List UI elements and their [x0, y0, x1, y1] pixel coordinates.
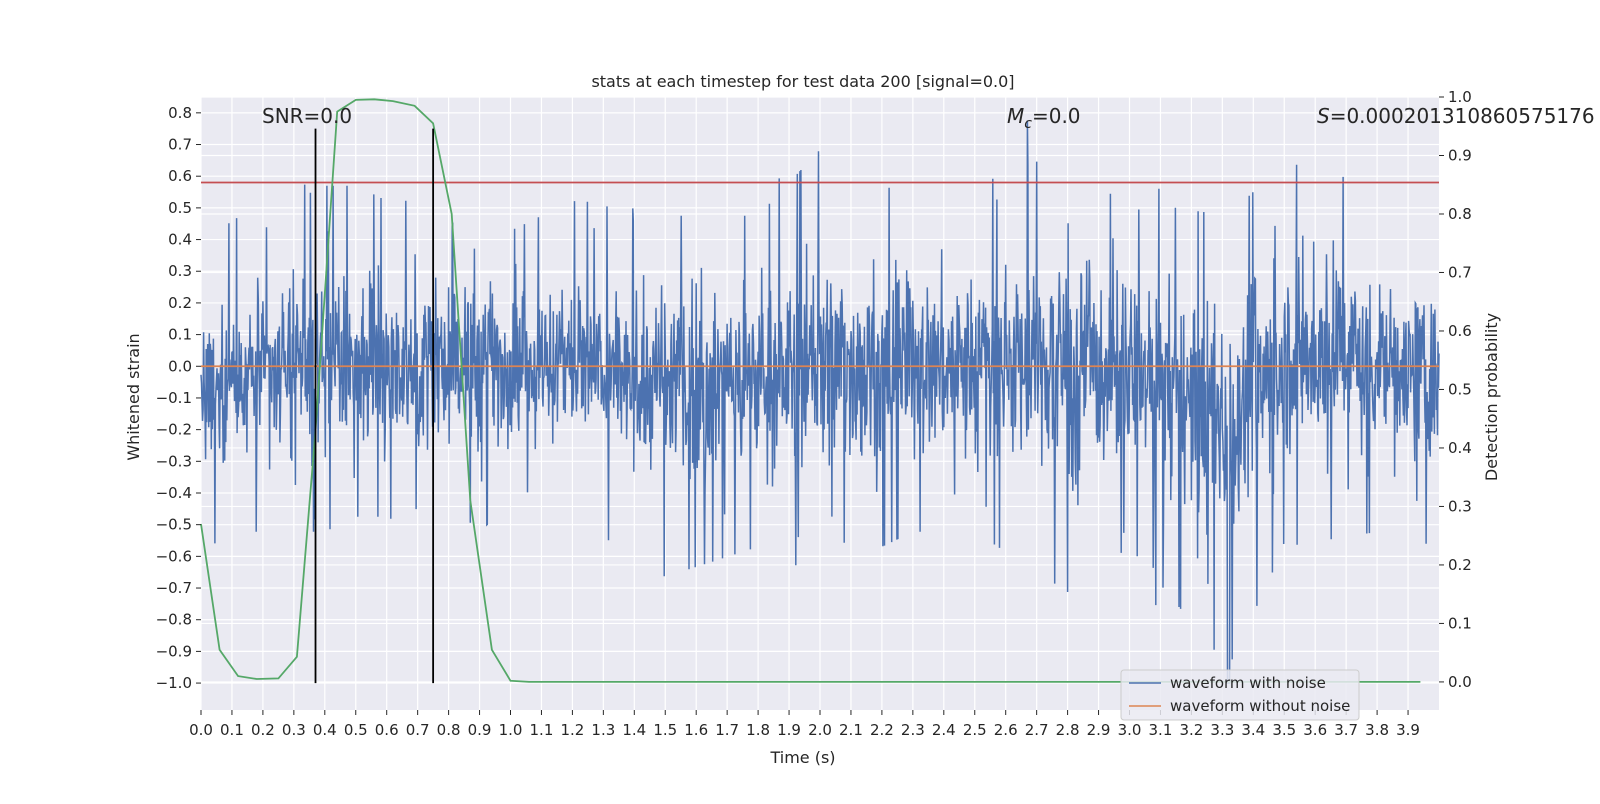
y-tick-label: 0.2 — [168, 294, 192, 312]
x-tick-label: 2.6 — [994, 721, 1018, 739]
y2-tick-label: 1.0 — [1448, 88, 1472, 106]
x-tick-label: 0.7 — [406, 721, 430, 739]
chirp-mass-annotation: Mc=0.0 — [1007, 104, 1081, 132]
x-tick-label: 2.9 — [1087, 721, 1111, 739]
y-tick-label: −0.2 — [156, 421, 192, 439]
x-tick-label: 1.5 — [653, 721, 677, 739]
x-tick-label: 3.8 — [1365, 721, 1389, 739]
y2-tick-label: 0.8 — [1448, 205, 1472, 223]
x-tick-label: 2.3 — [901, 721, 925, 739]
x-tick-label: 3.7 — [1334, 721, 1358, 739]
series-waveform-with-noise — [200, 120, 1440, 684]
y-tick-label: 0.6 — [168, 167, 192, 185]
snr-annotation: SNR=0.0 — [262, 104, 352, 128]
x-tick-label: 3.0 — [1118, 721, 1142, 739]
x-tick-label: 1.7 — [715, 721, 739, 739]
x-tick-label: 1.1 — [530, 721, 554, 739]
noise-line — [200, 120, 1440, 684]
x-tick-label: 0.8 — [437, 721, 461, 739]
y-tick-label: 0.1 — [168, 326, 192, 344]
y2-tick-label: 0.1 — [1448, 614, 1472, 632]
x-tick-label: 0.1 — [220, 721, 244, 739]
legend: waveform with noise waveform without noi… — [1120, 669, 1360, 721]
x-tick-label: 0.9 — [468, 721, 492, 739]
grid — [200, 96, 1439, 710]
x-tick-label: 2.0 — [808, 721, 832, 739]
y-tick-label: 0.8 — [168, 104, 192, 122]
x-tick-label: 3.2 — [1179, 721, 1203, 739]
x-tick-label: 1.3 — [591, 721, 615, 739]
x-tick-label: 3.1 — [1149, 721, 1173, 739]
y-axis-label: Whitened strain — [124, 333, 143, 460]
x-tick-label: 2.4 — [932, 721, 956, 739]
x-tick-label: 3.6 — [1303, 721, 1327, 739]
x-tick-label: 0.6 — [375, 721, 399, 739]
x-tick-label: 2.5 — [963, 721, 987, 739]
y-tick-label: −0.1 — [156, 389, 192, 407]
y-tick-label: −0.5 — [156, 516, 192, 534]
s-symbol: S — [1317, 104, 1330, 128]
x-tick-label: 2.7 — [1025, 721, 1049, 739]
x-tick-label: 0.4 — [313, 721, 337, 739]
y2-tick-label: 0.5 — [1448, 380, 1472, 398]
x-tick-label: 0.2 — [251, 721, 275, 739]
y2-tick-label: 0.9 — [1448, 146, 1472, 164]
x-tick-label: 0.0 — [189, 721, 213, 739]
x-tick-label: 0.5 — [344, 721, 368, 739]
x-tick-label: 3.5 — [1272, 721, 1296, 739]
y2-tick-label: 0.2 — [1448, 556, 1472, 574]
y2-tick-label: 0.4 — [1448, 439, 1472, 457]
y-tick-label: −0.9 — [156, 642, 192, 660]
y2-tick-label: 0.3 — [1448, 497, 1472, 515]
x-tick-label: 3.4 — [1241, 721, 1265, 739]
x-tick-label: 3.9 — [1396, 721, 1420, 739]
x-tick-label: 1.6 — [684, 721, 708, 739]
x-tick-label: 3.3 — [1210, 721, 1234, 739]
legend-label-noise: waveform with noise — [1170, 674, 1326, 692]
y2-tick-label: 0.0 — [1448, 673, 1472, 691]
x-tick-label: 1.8 — [746, 721, 770, 739]
y-tick-label: 0.7 — [168, 136, 192, 154]
chart-title: stats at each timestep for test data 200… — [591, 72, 1014, 91]
y-tick-label: −0.8 — [156, 611, 192, 629]
s-value: =0.00020131086057517​6 — [1330, 104, 1595, 128]
probability-line — [200, 98, 1421, 683]
y-tick-label: 0.5 — [168, 199, 192, 217]
x-tick-label: 0.3 — [282, 721, 306, 739]
y-tick-label: −0.7 — [156, 579, 192, 597]
s-annotation: S=0.00020131086057517​6 — [1317, 104, 1595, 128]
vertical-markers — [314, 128, 435, 684]
y-tick-label: 0.4 — [168, 231, 192, 249]
y2-tick-label: 0.6 — [1448, 322, 1472, 340]
y-tick-label: −0.4 — [156, 484, 192, 502]
y2-axis-ticks: 1.0 0.9 0.8 0.7 0.6 0.5 0.4 0.3 0.2 0.1 0.0 — [1439, 88, 1472, 691]
x-tick-label: 2.1 — [839, 721, 863, 739]
legend-box — [1120, 669, 1360, 721]
y2-tick-label: 0.7 — [1448, 263, 1472, 281]
x-tick-label: 2.2 — [870, 721, 894, 739]
y-tick-label: 0.3 — [168, 262, 192, 280]
x-tick-label: 2.8 — [1056, 721, 1080, 739]
legend-label-clean: waveform without noise — [1170, 697, 1350, 715]
mc-value: =0.0 — [1032, 104, 1081, 128]
y-tick-label: −1.0 — [156, 674, 192, 692]
y2-axis-label: Detection probability — [1482, 313, 1501, 481]
y-tick-label: −0.3 — [156, 452, 192, 470]
series-detection-probability — [200, 98, 1421, 683]
y-axis-ticks: 0.8 0.7 0.6 0.5 0.4 0.3 0.2 0.1 0.0 −0.1 −0.2 −0.3 −… — [156, 104, 201, 692]
mc-subscript: c — [1024, 116, 1032, 132]
x-tick-label: 1.2 — [560, 721, 584, 739]
x-axis-label: Time (s) — [769, 748, 835, 767]
x-tick-label: 1.4 — [622, 721, 646, 739]
y-tick-label: 0.0 — [168, 357, 192, 375]
x-tick-label: 1.9 — [777, 721, 801, 739]
mc-symbol: M — [1007, 104, 1024, 128]
x-tick-label: 1.0 — [499, 721, 523, 739]
y-tick-label: −0.6 — [156, 547, 192, 565]
